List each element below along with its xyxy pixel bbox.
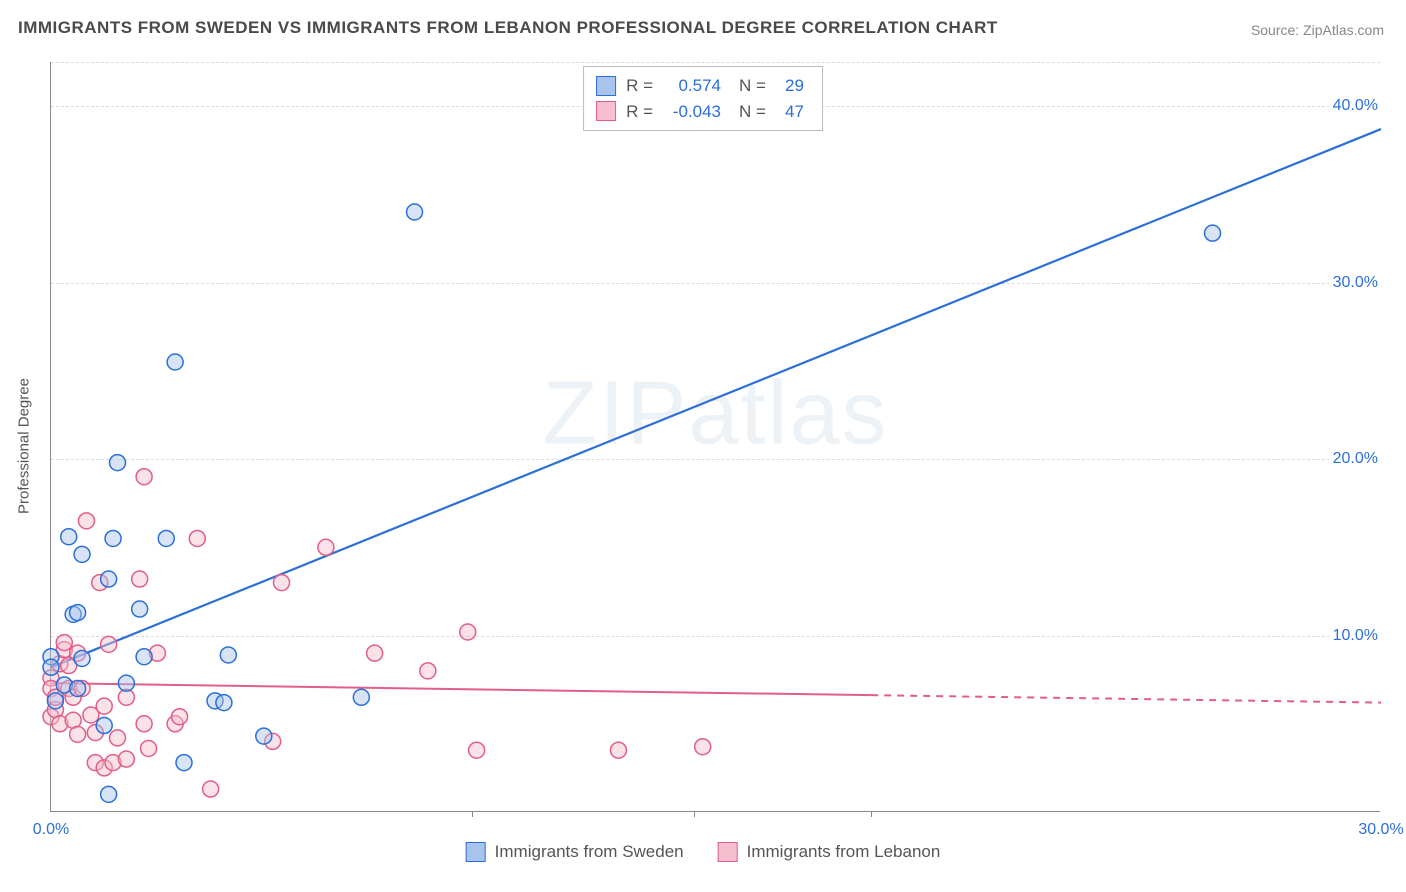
data-point-lebanon (132, 571, 148, 587)
x-tick (694, 811, 695, 817)
data-point-lebanon (610, 742, 626, 758)
data-point-sweden (176, 755, 192, 771)
legend-swatch (596, 101, 616, 121)
legend-label: Immigrants from Lebanon (747, 842, 941, 862)
legend-swatch (466, 842, 486, 862)
x-tick (871, 811, 872, 817)
legend-label: Immigrants from Sweden (495, 842, 684, 862)
data-point-sweden (61, 529, 77, 545)
regression-line (871, 695, 1381, 702)
data-point-lebanon (420, 663, 436, 679)
data-point-lebanon (56, 635, 72, 651)
data-point-lebanon (367, 645, 383, 661)
data-point-lebanon (78, 513, 94, 529)
data-point-sweden (70, 680, 86, 696)
data-point-sweden (136, 649, 152, 665)
data-point-sweden (220, 647, 236, 663)
data-point-sweden (118, 675, 134, 691)
legend-r-value: -0.043 (663, 99, 721, 125)
data-point-sweden (407, 204, 423, 220)
data-point-sweden (101, 786, 117, 802)
data-point-lebanon (469, 742, 485, 758)
data-point-lebanon (203, 781, 219, 797)
legend-r-value: 0.574 (663, 73, 721, 99)
data-point-lebanon (189, 530, 205, 546)
data-point-lebanon (141, 740, 157, 756)
plot-svg (51, 62, 1380, 811)
legend-row-sweden: R = 0.574 N = 29 (596, 73, 804, 99)
legend-row-lebanon: R = -0.043 N = 47 (596, 99, 804, 125)
data-point-sweden (96, 718, 112, 734)
legend-swatch (596, 76, 616, 96)
data-point-sweden (74, 546, 90, 562)
data-point-sweden (132, 601, 148, 617)
legend-r-label: R = (626, 73, 653, 99)
data-point-sweden (105, 530, 121, 546)
legend-n-label: N = (739, 73, 766, 99)
data-point-lebanon (695, 739, 711, 755)
data-point-sweden (256, 728, 272, 744)
regression-line (51, 129, 1381, 667)
data-point-lebanon (460, 624, 476, 640)
chart-title: IMMIGRANTS FROM SWEDEN VS IMMIGRANTS FRO… (18, 18, 998, 38)
legend-correlation: R = 0.574 N = 29 R = -0.043 N = 47 (583, 66, 823, 131)
x-tick-label: 30.0% (1358, 821, 1403, 839)
legend-n-value: 47 (776, 99, 804, 125)
legend-item-lebanon: Immigrants from Lebanon (718, 842, 941, 862)
legend-n-label: N = (739, 99, 766, 125)
data-point-lebanon (274, 575, 290, 591)
regression-line (51, 683, 871, 695)
y-axis-label: Professional Degree (16, 378, 33, 514)
legend-series: Immigrants from Sweden Immigrants from Le… (466, 842, 941, 862)
data-point-sweden (353, 689, 369, 705)
data-point-lebanon (101, 636, 117, 652)
data-point-sweden (158, 530, 174, 546)
data-point-sweden (70, 605, 86, 621)
data-point-lebanon (118, 751, 134, 767)
plot-area: ZIPatlas 10.0%20.0%30.0%40.0%0.0%30.0% (50, 62, 1380, 812)
data-point-lebanon (136, 716, 152, 732)
legend-swatch (718, 842, 738, 862)
data-point-lebanon (110, 730, 126, 746)
legend-n-value: 29 (776, 73, 804, 99)
data-point-sweden (43, 659, 59, 675)
x-tick (472, 811, 473, 817)
data-point-sweden (47, 693, 63, 709)
data-point-lebanon (136, 469, 152, 485)
data-point-lebanon (96, 698, 112, 714)
data-point-sweden (1205, 225, 1221, 241)
data-point-sweden (216, 695, 232, 711)
legend-r-label: R = (626, 99, 653, 125)
data-point-lebanon (70, 726, 86, 742)
x-tick-label: 0.0% (33, 821, 69, 839)
data-point-sweden (74, 650, 90, 666)
legend-item-sweden: Immigrants from Sweden (466, 842, 684, 862)
data-point-lebanon (172, 709, 188, 725)
chart-source: Source: ZipAtlas.com (1251, 22, 1384, 38)
data-point-lebanon (318, 539, 334, 555)
data-point-sweden (101, 571, 117, 587)
data-point-sweden (167, 354, 183, 370)
data-point-sweden (110, 455, 126, 471)
